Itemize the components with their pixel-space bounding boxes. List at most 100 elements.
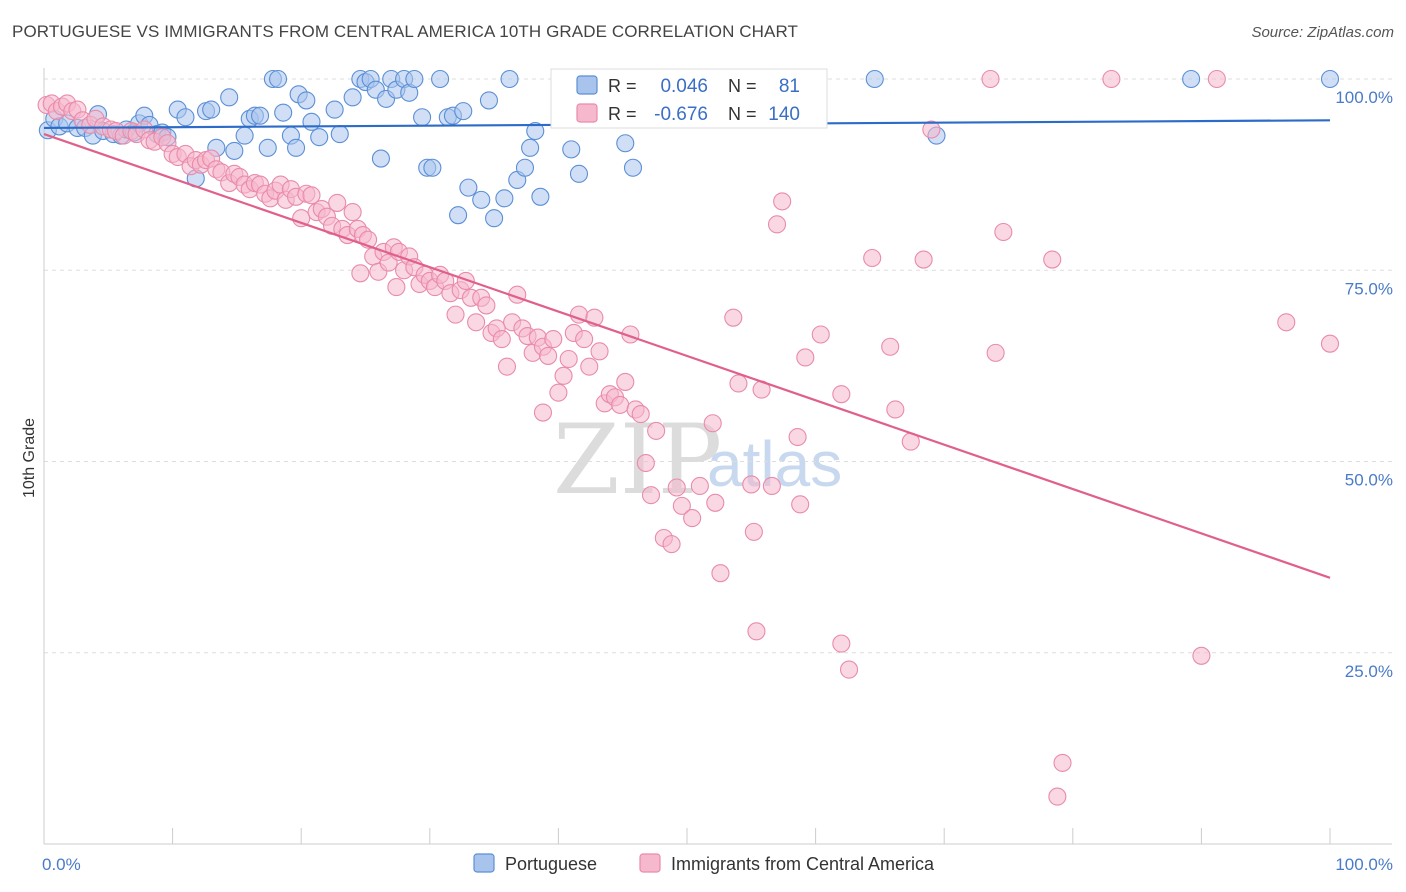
- central-america-point-146: [981, 69, 1000, 89]
- portuguese-point-27: [235, 126, 254, 145]
- central-america-point-79: [467, 313, 486, 332]
- portuguese-point-38: [297, 91, 316, 110]
- bottom-legend-swatch-portuguese: [473, 853, 495, 873]
- central-america-point-134: [791, 495, 810, 514]
- portuguese-point-74: [562, 140, 581, 159]
- central-america-point-126: [742, 475, 761, 494]
- central-america-point-124: [724, 308, 743, 327]
- legend-r-value-2: -0.676: [654, 104, 708, 125]
- central-america-point-95: [549, 383, 568, 402]
- legend-box: R = 0.046 N = 81 R = -0.676 N = 140: [550, 68, 828, 129]
- central-america-point-158: [387, 278, 406, 297]
- portuguese-point-62: [454, 102, 473, 121]
- central-america-trendline: [43, 133, 1331, 579]
- portuguese-point-75: [569, 164, 589, 183]
- central-america-point-141: [881, 337, 900, 356]
- central-america-point-144: [914, 250, 933, 269]
- legend-n-value-1: 81: [779, 76, 800, 97]
- central-america-point-118: [672, 496, 691, 515]
- portuguese-point-73: [531, 187, 550, 206]
- central-america-point-112: [636, 453, 655, 473]
- x-tick-labels: 0.0% 100.0%: [42, 855, 1393, 874]
- central-america-point-142: [886, 400, 905, 419]
- portuguese-point-76: [616, 134, 635, 153]
- central-america-point-148: [994, 222, 1013, 242]
- portuguese-point-81: [1320, 69, 1340, 89]
- portuguese-point-58: [431, 69, 450, 89]
- central-america-point-138: [839, 660, 859, 679]
- central-america-point-100: [575, 330, 594, 349]
- portuguese-point-68: [500, 69, 519, 89]
- central-america-point-145: [922, 120, 941, 139]
- central-america-point-107: [611, 395, 630, 414]
- portuguese-point-67: [495, 189, 514, 208]
- portuguese-point-61: [449, 206, 468, 225]
- central-america-point-152: [1102, 69, 1121, 89]
- central-america-point-136: [811, 325, 830, 344]
- central-america-point-135: [796, 348, 815, 367]
- portuguese-point-48: [371, 149, 390, 168]
- central-america-point-121: [703, 414, 722, 433]
- portuguese-point-71: [521, 138, 540, 157]
- legend-n-label-1: N =: [728, 76, 757, 96]
- portuguese-point-30: [250, 106, 270, 125]
- central-america-point-133: [788, 427, 807, 447]
- central-america-point-84: [492, 330, 511, 349]
- central-america-point-120: [690, 476, 709, 496]
- central-america-point-159: [533, 403, 553, 422]
- central-america-point-149: [1043, 250, 1062, 269]
- central-america-point-108: [616, 372, 635, 391]
- y-tick-labels: 100.0% 75.0% 50.0% 25.0%: [1335, 88, 1393, 681]
- portuguese-point-77: [623, 158, 643, 177]
- central-america-point-151: [1053, 753, 1072, 772]
- central-america-point-114: [647, 421, 666, 440]
- central-america-point-122: [706, 493, 725, 512]
- portuguese-point-39: [302, 112, 321, 131]
- source-label: Source: ZipAtlas.com: [1251, 24, 1394, 41]
- portuguese-point-25: [220, 88, 239, 107]
- axes: [43, 68, 1392, 845]
- portuguese-point-70: [515, 158, 535, 177]
- central-america-point-155: [1277, 313, 1296, 332]
- x-tick-label-0: 0.0%: [42, 855, 81, 874]
- legend-n-label-2: N =: [728, 104, 757, 124]
- central-america-point-117: [667, 478, 686, 497]
- bottom-legend-swatch-central-america: [639, 853, 661, 873]
- x-tick-label-1: 100.0%: [1335, 855, 1393, 874]
- legend-r-value-1: 0.046: [660, 76, 708, 97]
- central-america-point-75: [446, 305, 465, 324]
- y-tick-label-2: 50.0%: [1345, 471, 1393, 490]
- central-america-point-111: [631, 405, 650, 424]
- central-america-point-93: [539, 346, 558, 365]
- central-america-point-139: [832, 385, 851, 404]
- portuguese-point-26: [225, 141, 244, 160]
- central-america-point-77: [456, 271, 475, 291]
- portuguese-point-43: [343, 88, 362, 107]
- portuguese-point-55: [413, 108, 432, 127]
- y-axis-title: 10th Grade: [21, 418, 38, 498]
- central-america-point-116: [662, 535, 681, 554]
- bottom-legend-central-america: Immigrants from Central America: [671, 854, 935, 874]
- central-america-point-130: [762, 476, 781, 496]
- central-america-point-97: [559, 349, 578, 369]
- portuguese-point-63: [459, 178, 478, 197]
- central-america-point-85: [497, 357, 517, 376]
- y-tick-label-0: 100.0%: [1335, 88, 1393, 107]
- central-america-point-101: [580, 357, 599, 376]
- portuguese-point-36: [287, 138, 306, 157]
- portuguese-point-31: [258, 138, 277, 157]
- portuguese-point-33: [269, 69, 288, 89]
- y-tick-label-3: 25.0%: [1345, 662, 1393, 681]
- central-america-point-125: [729, 374, 748, 393]
- central-america-point-81: [477, 296, 496, 315]
- central-america-point-131: [767, 215, 787, 234]
- central-america-point-132: [773, 192, 792, 211]
- portuguese-point-78: [865, 69, 884, 89]
- central-america-point-147: [986, 343, 1005, 362]
- central-america-point-140: [863, 248, 882, 268]
- central-america-points: [37, 69, 1340, 806]
- central-america-point-103: [590, 342, 609, 361]
- central-america-point-127: [744, 522, 763, 541]
- legend-r-label-1: R =: [608, 76, 637, 96]
- central-america-point-150: [1048, 787, 1067, 806]
